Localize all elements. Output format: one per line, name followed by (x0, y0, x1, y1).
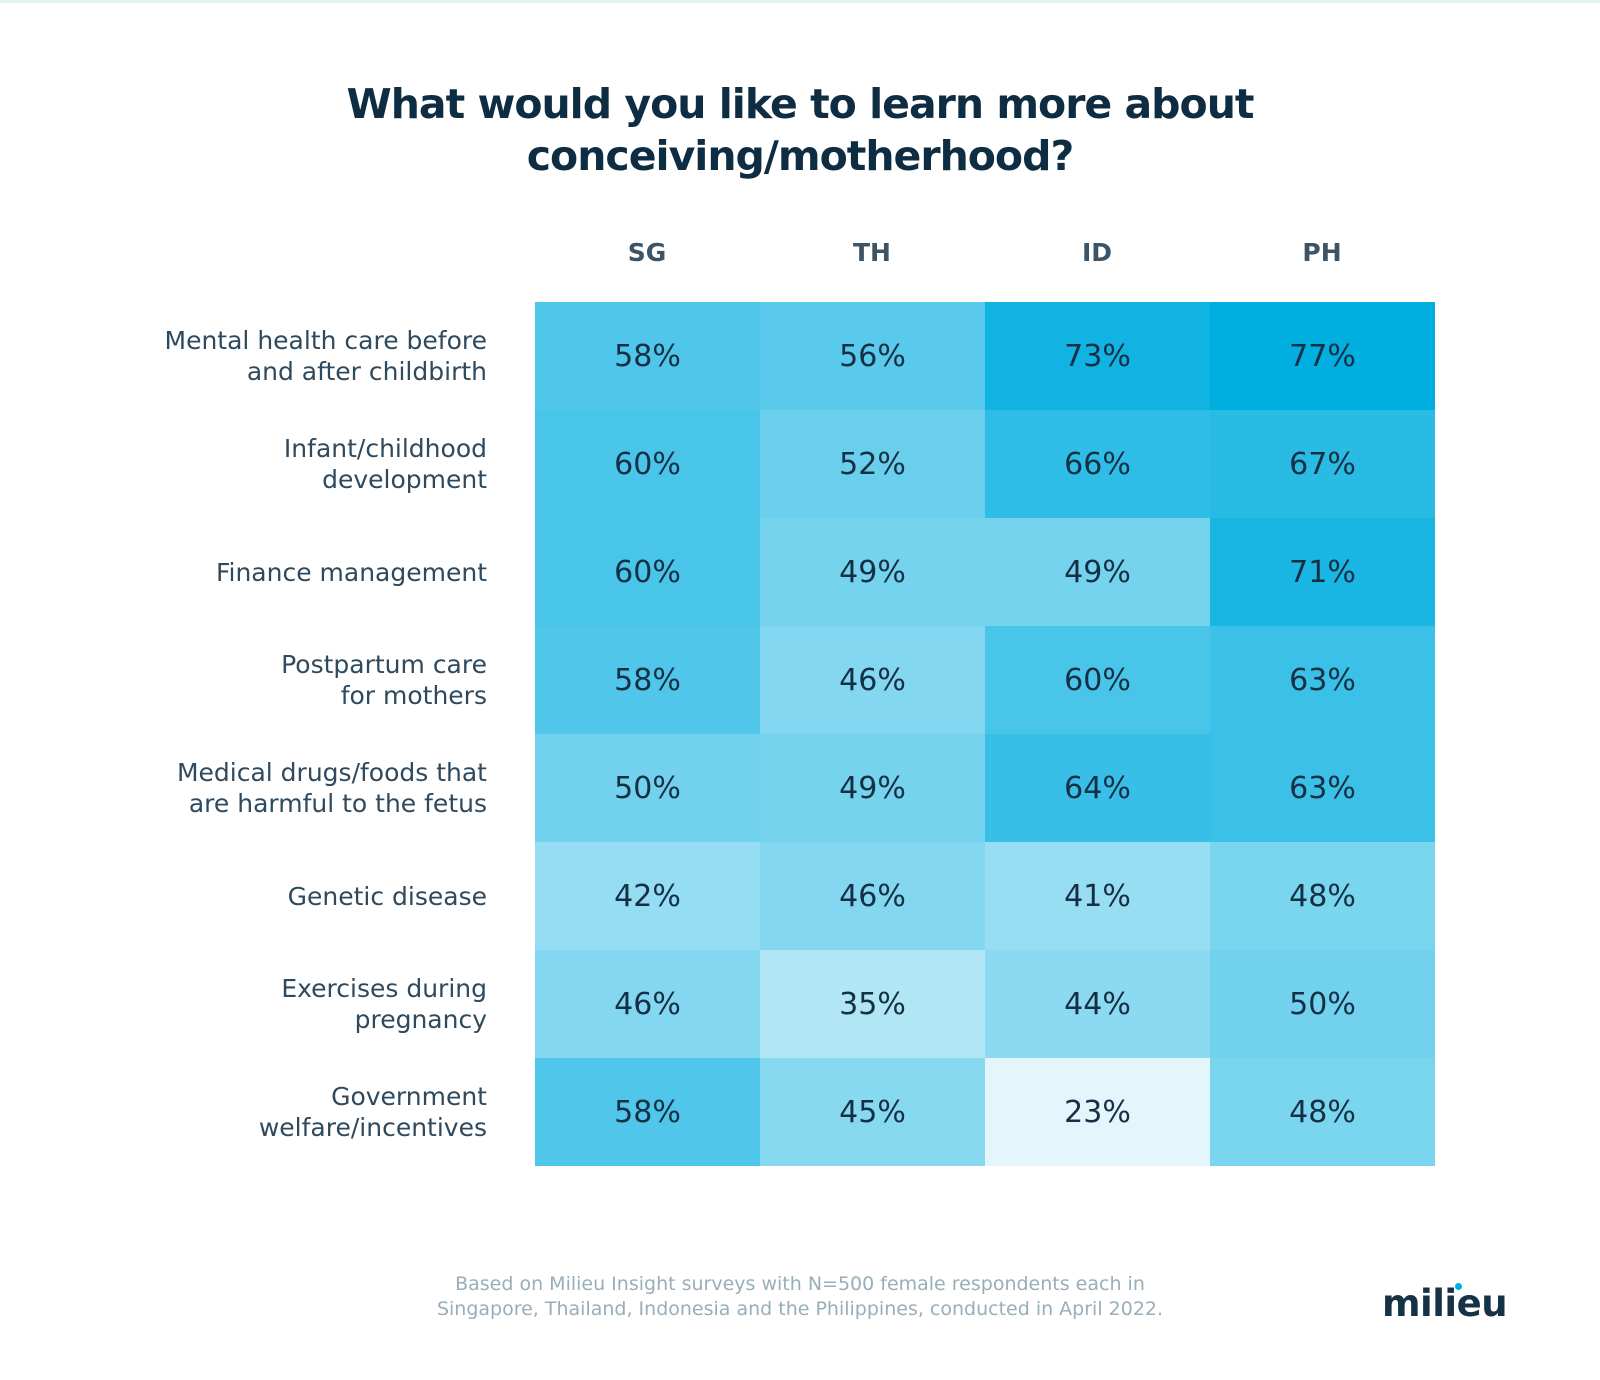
heatmap-cell-ph: 50% (1210, 950, 1435, 1058)
heatmap-cell-sg: 50% (535, 734, 760, 842)
row-label: Genetic disease (90, 842, 487, 950)
row-label: Finance management (90, 518, 487, 626)
row-label-line: for mothers (340, 681, 487, 710)
heatmap-cell-th: 45% (760, 1058, 985, 1166)
heatmap-cell-id: 60% (985, 626, 1210, 734)
column-header-ph: PH (1302, 238, 1342, 267)
heatmap-cell-sg: 46% (535, 950, 760, 1058)
heatmap-cell-th: 56% (760, 302, 985, 410)
row-label-line: Infant/childhood (283, 434, 487, 463)
row-label-line: Mental health care before (164, 326, 487, 355)
milieu-logo: milieu (1382, 1282, 1512, 1330)
row-label-line: Postpartum care (281, 650, 487, 679)
heatmap-cell-id: 64% (985, 734, 1210, 842)
row-label-line: Government (331, 1082, 487, 1111)
heatmap-cell-id: 49% (985, 518, 1210, 626)
row-label: Medical drugs/foods that are harmful to t… (90, 734, 487, 842)
logo-wordmark: milieu (1382, 1282, 1508, 1325)
row-label-line: Finance management (215, 557, 487, 587)
row-label-line: development (322, 465, 487, 494)
footnote: Based on Milieu Insight surveys with N=5… (400, 1272, 1200, 1322)
heatmap-cell-sg: 42% (535, 842, 760, 950)
heatmap-cell-ph: 67% (1210, 410, 1435, 518)
row-label-line: Genetic disease (287, 881, 487, 911)
heatmap-cell-id: 66% (985, 410, 1210, 518)
heatmap-cell-id: 41% (985, 842, 1210, 950)
row-label-line: welfare/incentives (258, 1113, 487, 1142)
heatmap-cell-th: 46% (760, 626, 985, 734)
footnote-line-2: Singapore, Thailand, Indonesia and the P… (436, 1298, 1164, 1320)
row-label: Exercises during pregnancy (90, 950, 487, 1058)
row-label: Infant/childhood development (90, 410, 487, 518)
heatmap-cell-ph: 63% (1210, 626, 1435, 734)
row-label-line: Exercises during (281, 974, 487, 1003)
heatmap-cell-id: 73% (985, 302, 1210, 410)
row-label: Postpartum care for mothers (90, 626, 487, 734)
title-line-2: conceiving/motherhood? (526, 132, 1074, 180)
heatmap-cell-id: 23% (985, 1058, 1210, 1166)
column-header-id: ID (1081, 238, 1113, 267)
footnote-line-1: Based on Milieu Insight surveys with N=5… (455, 1273, 1145, 1295)
heatmap-cell-ph: 48% (1210, 842, 1435, 950)
top-divider (0, 0, 1600, 3)
row-label: Government welfare/incentives (90, 1058, 487, 1166)
heatmap-cell-ph: 77% (1210, 302, 1435, 410)
row-label-line: and after childbirth (246, 357, 487, 386)
heatmap-cell-th: 35% (760, 950, 985, 1058)
heatmap-cell-th: 49% (760, 734, 985, 842)
heatmap-cell-id: 44% (985, 950, 1210, 1058)
chart-title: What would you like to learn more about … (300, 78, 1300, 182)
heatmap-cell-th: 49% (760, 518, 985, 626)
row-label-line: pregnancy (354, 1005, 487, 1034)
heatmap-cell-ph: 48% (1210, 1058, 1435, 1166)
row-label: Mental health care before and after child… (90, 302, 487, 410)
column-header-th: TH (853, 238, 891, 267)
heatmap-cell-ph: 71% (1210, 518, 1435, 626)
heatmap-cell-th: 46% (760, 842, 985, 950)
heatmap-cell-th: 52% (760, 410, 985, 518)
row-label-line: Medical drugs/foods that (176, 758, 487, 787)
column-header-sg: SG (627, 238, 667, 267)
heatmap-cell-sg: 58% (535, 626, 760, 734)
heatmap-cell-sg: 60% (535, 410, 760, 518)
heatmap-cell-sg: 60% (535, 518, 760, 626)
row-label-line: are harmful to the fetus (188, 789, 487, 818)
heatmap-cell-sg: 58% (535, 1058, 760, 1166)
heatmap-cell-ph: 63% (1210, 734, 1435, 842)
heatmap-cell-sg: 58% (535, 302, 760, 410)
logo-accent-dot (1455, 1283, 1462, 1290)
title-line-1: What would you like to learn more about (346, 80, 1255, 128)
